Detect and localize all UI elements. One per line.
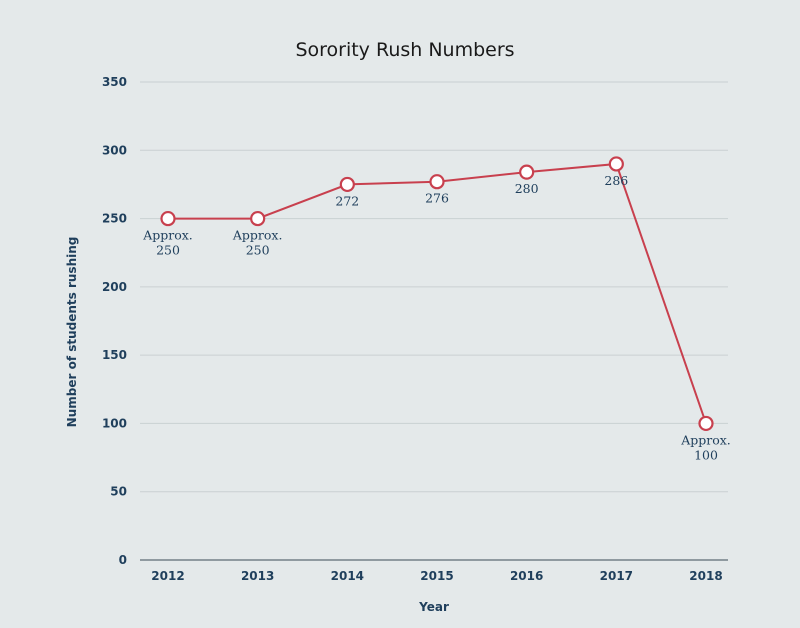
data-point [608, 156, 624, 172]
x-axis-ticks: 2012 2013 2014 2015 2016 2017 2018 [151, 569, 722, 583]
y-tick-label: 250 [102, 212, 127, 226]
data-label: Approx. [680, 432, 731, 447]
y-tick-label: 200 [102, 280, 127, 294]
x-tick-label: 2013 [241, 569, 274, 583]
data-label: 276 [425, 191, 449, 206]
data-point [519, 164, 535, 180]
x-tick-label: 2018 [689, 569, 722, 583]
y-tick-label: 100 [102, 416, 127, 430]
y-tick-label: 0 [119, 553, 127, 567]
data-label: 250 [246, 243, 270, 258]
x-tick-label: 2015 [420, 569, 453, 583]
x-tick-label: 2016 [510, 569, 543, 583]
data-label: Approx. [142, 228, 193, 243]
y-tick-label: 350 [102, 75, 127, 89]
data-label: 250 [156, 243, 180, 258]
data-label: 100 [694, 447, 718, 462]
x-axis-label: Year [418, 600, 449, 614]
y-tick-label: 50 [110, 485, 127, 499]
data-point [429, 174, 445, 190]
data-label: 272 [335, 193, 359, 208]
y-tick-label: 300 [102, 143, 127, 157]
data-label: 280 [515, 181, 539, 196]
data-label: 286 [604, 173, 628, 188]
data-point [698, 415, 714, 432]
x-tick-label: 2014 [331, 569, 364, 583]
y-axis-ticks: 0 50 100 150 200 250 300 350 [102, 75, 127, 567]
data-point [250, 210, 266, 227]
x-tick-label: 2012 [151, 569, 184, 583]
y-tick-label: 150 [102, 348, 127, 362]
data-label: Approx. [232, 228, 283, 243]
x-tick-label: 2017 [600, 569, 633, 583]
data-point [339, 176, 355, 193]
grid-lines [140, 81, 728, 493]
y-axis-label: Number of students rushing [65, 237, 79, 428]
data-point [160, 210, 176, 227]
chart-title: Sorority Rush Numbers [295, 39, 514, 61]
